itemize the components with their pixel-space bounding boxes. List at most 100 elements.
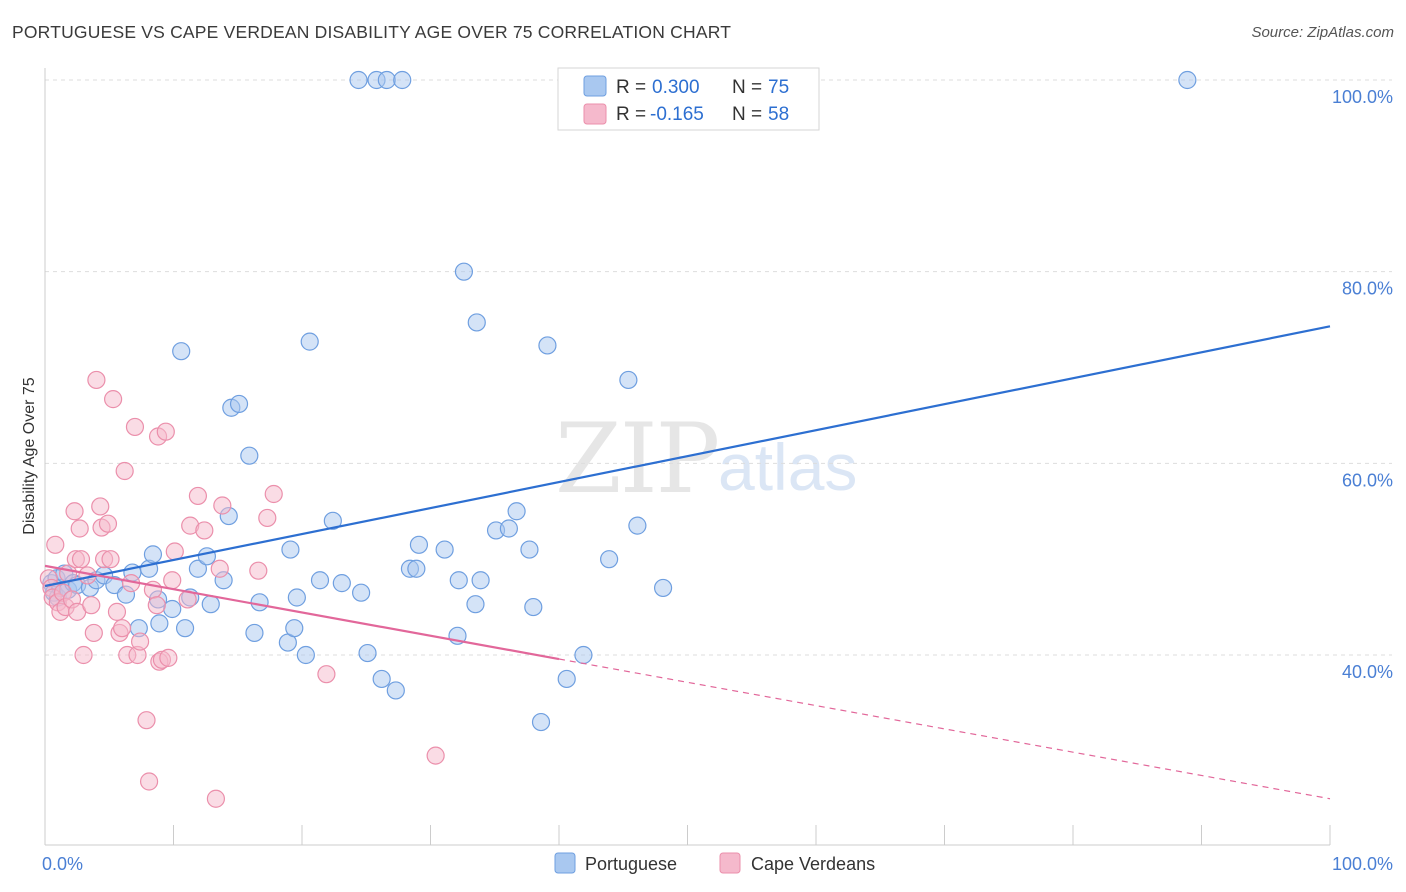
portuguese-point-37 xyxy=(287,588,306,607)
portuguese-point-34 xyxy=(281,540,300,559)
legend-n-label-2: N = xyxy=(732,104,762,125)
legend-r-value-2: -0.165 xyxy=(650,104,704,125)
portuguese-point-25 xyxy=(197,547,217,566)
portuguese-trend-line xyxy=(44,325,1331,588)
cape-verdean-point-13 xyxy=(70,519,89,538)
portuguese-point-69 xyxy=(653,578,673,598)
portuguese-points xyxy=(42,70,1197,732)
legend-swatch-cape-verdeans xyxy=(583,103,607,125)
chart-title: PORTUGUESE VS CAPE VERDEAN DISABILITY AG… xyxy=(12,22,732,42)
portuguese-point-67 xyxy=(619,370,638,390)
cape-verdean-point-38 xyxy=(147,596,166,615)
portuguese-point-40 xyxy=(310,571,330,590)
cape-verdean-point-56 xyxy=(317,665,336,684)
portuguese-point-26 xyxy=(201,595,220,614)
cape-verdean-point-36 xyxy=(139,772,159,791)
y-tick-label-3: 100.0% xyxy=(1332,87,1393,107)
cape-verdean-point-29 xyxy=(115,461,134,481)
x-tick-label-1: 100.0% xyxy=(1332,854,1393,874)
chart-source: Source: ZipAtlas.com xyxy=(1251,24,1394,41)
y-axis-label: Disability Age Over 75 xyxy=(21,377,38,535)
portuguese-point-59 xyxy=(507,502,526,521)
portuguese-point-44 xyxy=(358,643,377,663)
legend-n-value-2: 58 xyxy=(768,104,789,125)
portuguese-point-68 xyxy=(628,516,647,535)
portuguese-point-21 xyxy=(172,342,191,361)
cape-verdean-point-53 xyxy=(249,561,268,580)
portuguese-point-64 xyxy=(557,669,576,689)
cape-verdean-point-25 xyxy=(104,390,123,409)
trend-lines xyxy=(44,325,1331,800)
legend-r-label-1: R = xyxy=(616,77,646,98)
portuguese-point-58 xyxy=(499,519,518,538)
series-legend: Portuguese Cape Verdeans xyxy=(554,852,875,874)
portuguese-point-62 xyxy=(531,712,551,732)
cape-verdean-point-17 xyxy=(82,596,101,615)
portuguese-point-50 xyxy=(435,540,454,559)
stats-legend: R = 0.300 N = 75 R = -0.165 N = 58 xyxy=(557,67,820,131)
cape-verdean-point-23 xyxy=(98,514,118,533)
cape-verdean-trend-line xyxy=(44,564,560,661)
portuguese-point-42 xyxy=(332,574,351,593)
portuguese-point-19 xyxy=(150,614,169,633)
x-tick-labels: 0.0% 100.0% xyxy=(42,854,1393,874)
portuguese-point-66 xyxy=(600,550,619,569)
portuguese-point-32 xyxy=(245,623,264,643)
portuguese-point-53 xyxy=(454,262,474,281)
portuguese-point-49 xyxy=(409,535,429,554)
portuguese-point-20 xyxy=(163,599,182,619)
cape-verdean-point-55 xyxy=(264,484,283,504)
portuguese-point-48 xyxy=(407,559,426,578)
watermark-atlas: atlas xyxy=(718,430,857,504)
portuguese-point-46 xyxy=(386,681,405,700)
series-label-portuguese: Portuguese xyxy=(585,854,677,874)
cape-verdean-point-3 xyxy=(46,535,65,554)
cape-verdean-point-19 xyxy=(87,370,106,390)
cape-verdean-point-32 xyxy=(125,417,145,437)
cape-verdean-point-24 xyxy=(101,550,120,569)
portuguese-point-54 xyxy=(466,595,485,614)
portuguese-point-55 xyxy=(467,313,486,332)
cape-verdean-point-14 xyxy=(71,550,91,569)
cape-verdean-point-49 xyxy=(195,521,214,540)
cape-verdean-point-15 xyxy=(74,645,93,665)
portuguese-point-31 xyxy=(240,446,259,465)
y-tick-label-1: 60.0% xyxy=(1342,470,1393,490)
cape-verdean-point-28 xyxy=(112,619,132,638)
portuguese-point-24 xyxy=(188,559,208,578)
series-swatch-cape-verdeans xyxy=(719,852,741,874)
portuguese-point-72 xyxy=(377,70,396,90)
portuguese-point-63 xyxy=(538,336,557,355)
portuguese-point-52 xyxy=(449,571,468,590)
portuguese-point-36 xyxy=(285,619,304,638)
cape-verdean-point-44 xyxy=(163,571,182,590)
axes xyxy=(44,68,1331,846)
legend-r-value-1: 0.300 xyxy=(652,77,700,98)
portuguese-point-30 xyxy=(229,394,249,414)
cape-verdean-trend-extension xyxy=(558,658,1331,800)
portuguese-point-41 xyxy=(323,511,342,530)
cape-verdean-point-43 xyxy=(159,648,178,667)
grid xyxy=(45,79,1392,656)
y-tick-labels: 40.0% 60.0% 80.0% 100.0% xyxy=(1332,87,1393,682)
series-label-cape-verdeans: Cape Verdeans xyxy=(751,854,875,874)
portuguese-point-70 xyxy=(349,70,368,90)
portuguese-point-65 xyxy=(574,645,593,665)
legend-n-value-1: 75 xyxy=(768,77,789,98)
y-tick-label-0: 40.0% xyxy=(1342,662,1393,682)
cape-verdean-point-20 xyxy=(91,497,110,516)
portuguese-point-60 xyxy=(520,540,539,559)
cape-verdean-points xyxy=(39,370,445,808)
portuguese-point-74 xyxy=(1178,70,1197,90)
cape-verdean-point-54 xyxy=(258,508,277,528)
legend-swatch-portuguese xyxy=(583,75,607,97)
portuguese-point-73 xyxy=(393,70,412,90)
cape-verdean-point-34 xyxy=(130,632,150,651)
portuguese-point-17 xyxy=(143,545,163,564)
portuguese-point-45 xyxy=(372,669,391,689)
portuguese-point-39 xyxy=(300,332,319,351)
cape-verdean-point-35 xyxy=(137,711,156,730)
legend-n-label-1: N = xyxy=(732,77,762,98)
portuguese-point-56 xyxy=(471,571,490,590)
